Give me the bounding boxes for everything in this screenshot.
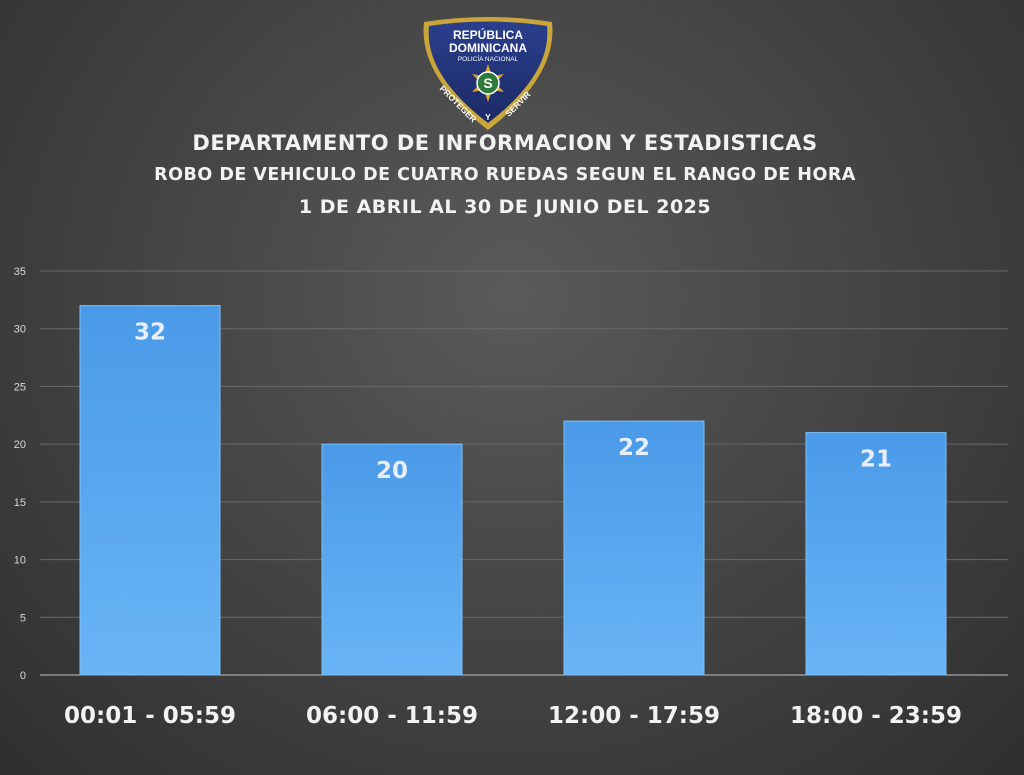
logo-line2: DOMINICANA [449,41,527,55]
x-tick-label: 00:01 - 05:59 [64,703,236,729]
bar-chart: 0 5 10 15 20 25 30 35 32 20 22 21 00:01 - 05:59 06:… [14,266,1008,729]
y-tick-label: 10 [14,555,26,567]
bar [805,432,947,676]
data-label: 21 [860,447,892,473]
chart-period: 1 DE ABRIL AL 30 DE JUNIO DEL 2025 [298,196,712,218]
y-tick-label: 5 [20,612,26,624]
bar [321,443,463,676]
y-tick-label: 15 [14,497,26,509]
bar [79,305,221,676]
data-label: 22 [618,435,650,461]
chart-title: DEPARTAMENTO DE INFORMACION Y ESTADISTIC… [192,131,818,155]
y-axis: 0 5 10 15 20 25 30 35 [14,266,26,682]
data-label: 32 [134,320,166,346]
y-tick-label: 0 [20,670,26,682]
bar [563,420,705,676]
x-tick-label: 18:00 - 23:59 [790,703,962,729]
police-logo: REPÚBLICA DOMINICANA POLICÍA NACIONAL S … [418,16,558,132]
data-label: 20 [376,458,408,484]
logo-line3: POLICÍA NACIONAL [458,54,519,63]
x-axis: 00:01 - 05:59 06:00 - 11:59 12:00 - 17:59 1… [64,703,962,729]
chart-subtitle: ROBO DE VEHICULO DE CUATRO RUEDAS SEGUN … [154,165,856,185]
y-tick-label: 30 [14,324,26,336]
badge-star-icon: S [472,64,504,102]
y-tick-label: 25 [14,381,26,393]
x-tick-label: 12:00 - 17:59 [548,703,720,729]
logo-line1: REPÚBLICA [453,27,523,42]
bars: 32 20 22 21 [79,305,947,676]
svg-text:S: S [483,75,492,91]
x-tick-label: 06:00 - 11:59 [306,703,478,729]
y-tick-label: 35 [14,266,26,278]
logo-motto-mid: Y [485,112,491,122]
y-tick-label: 20 [14,439,26,451]
